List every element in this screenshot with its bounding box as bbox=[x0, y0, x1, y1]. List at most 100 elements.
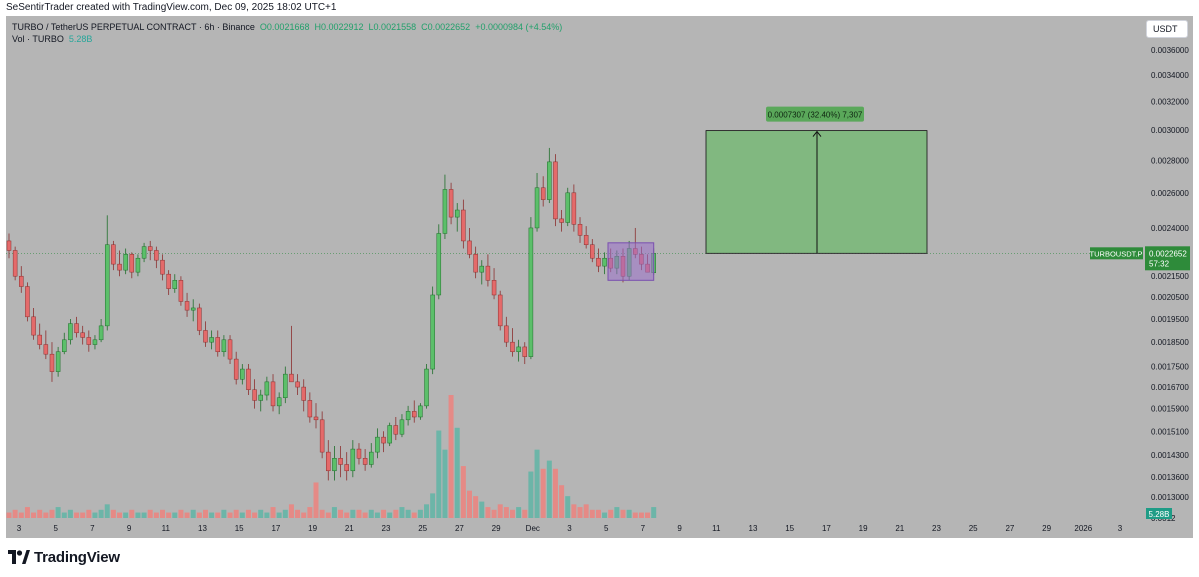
candle-body bbox=[86, 337, 92, 345]
volume-bar bbox=[583, 504, 589, 518]
legend-volume-value: 5.28B bbox=[68, 34, 93, 44]
tradingview-logo[interactable]: TradingView bbox=[8, 548, 120, 566]
time-tick-label: Dec bbox=[526, 524, 540, 533]
volume-bar bbox=[614, 507, 620, 518]
candle-body bbox=[596, 257, 601, 267]
price-tick-label: 0.0019500 bbox=[1151, 315, 1189, 324]
time-tick-label: 13 bbox=[198, 524, 207, 533]
legend-symbol[interactable]: TURBO / TetherUS PERPETUAL CONTRACT · 6h… bbox=[12, 22, 255, 32]
time-tick-label: 17 bbox=[822, 524, 831, 533]
volume-bar bbox=[129, 509, 135, 518]
candle-body bbox=[295, 381, 300, 388]
price-tick-label: 0.0015900 bbox=[1151, 405, 1189, 414]
candle-body bbox=[430, 294, 435, 370]
candle-body bbox=[559, 218, 564, 223]
legend-volume-label[interactable]: Vol · TURBO bbox=[12, 34, 64, 44]
tradingview-logo-text: TradingView bbox=[34, 548, 120, 566]
volume-bar bbox=[608, 509, 614, 518]
projection-arrow-head bbox=[812, 130, 822, 137]
volume-bar bbox=[196, 512, 202, 518]
candle-body bbox=[37, 334, 42, 345]
candle-body bbox=[80, 332, 85, 338]
candle-body bbox=[6, 240, 12, 251]
candle-body bbox=[448, 189, 454, 218]
candle-body bbox=[209, 337, 214, 343]
volume-bar bbox=[123, 512, 129, 518]
volume-bar bbox=[454, 427, 460, 518]
volume-bar bbox=[503, 507, 509, 518]
volume-bar bbox=[276, 512, 282, 518]
candle-body bbox=[553, 161, 558, 220]
candle-body bbox=[313, 416, 319, 421]
price-tick-label: 0.0020500 bbox=[1151, 293, 1189, 302]
candle-body bbox=[590, 244, 595, 259]
price-scale[interactable] bbox=[1139, 16, 1193, 538]
candle-body bbox=[522, 346, 528, 357]
volume-bar bbox=[344, 512, 350, 518]
volume-bar bbox=[301, 512, 307, 518]
current-price-tag bbox=[1145, 246, 1190, 271]
candle-body bbox=[111, 244, 116, 265]
time-tick-label: 5 bbox=[53, 524, 58, 533]
candle-body bbox=[504, 325, 509, 343]
symbol-price-tag bbox=[1090, 247, 1143, 260]
current-price-text: 0.0022652 bbox=[1149, 249, 1187, 258]
legend-close: C0.0022652 bbox=[421, 22, 471, 32]
time-tick-label: 9 bbox=[677, 524, 682, 533]
volume-bar bbox=[497, 504, 503, 518]
price-tick-label: 0.0015100 bbox=[1151, 427, 1189, 436]
currency-button[interactable]: USDT bbox=[1146, 20, 1188, 38]
chart-pane[interactable] bbox=[6, 16, 1139, 538]
legend-high: H0.0022912 bbox=[314, 22, 364, 32]
candle-body bbox=[602, 257, 607, 267]
candle-body bbox=[393, 425, 399, 435]
volume-bar bbox=[104, 504, 110, 518]
volume-bar bbox=[516, 507, 522, 518]
candle-body bbox=[141, 246, 147, 259]
volume-bar bbox=[632, 512, 638, 518]
volume-bar bbox=[528, 471, 534, 518]
volume-bar bbox=[239, 512, 245, 518]
time-tick-label: 9 bbox=[127, 524, 132, 533]
candle-body bbox=[473, 254, 478, 273]
volume-bar bbox=[147, 509, 153, 518]
candle-body bbox=[270, 381, 276, 407]
candle-body bbox=[454, 209, 460, 218]
tradingview-logo-icon bbox=[8, 550, 30, 564]
legend-open: O0.0021668 bbox=[259, 22, 310, 32]
volume-bar bbox=[215, 512, 221, 518]
candle-body bbox=[547, 161, 552, 200]
volume-bar bbox=[6, 512, 12, 518]
consolidation-box[interactable] bbox=[607, 242, 655, 281]
candle-body bbox=[319, 419, 325, 453]
candle-body bbox=[479, 265, 485, 273]
candle-body bbox=[301, 386, 306, 401]
candle-body bbox=[240, 368, 245, 380]
time-tick-label: 25 bbox=[969, 524, 978, 533]
candle-body bbox=[172, 280, 178, 289]
volume-bar bbox=[571, 504, 577, 518]
candle-body bbox=[356, 448, 362, 459]
volume-bar bbox=[98, 509, 104, 518]
price-tick-label: 0.0021500 bbox=[1151, 272, 1189, 281]
candle-body bbox=[577, 224, 583, 236]
volume-bar bbox=[374, 512, 380, 518]
volume-bar bbox=[258, 509, 264, 518]
time-tick-label: 13 bbox=[749, 524, 758, 533]
volume-bar bbox=[491, 509, 497, 518]
volume-bar bbox=[356, 509, 362, 518]
volume-bar bbox=[565, 496, 571, 518]
candle-body bbox=[233, 358, 239, 380]
candle-body bbox=[516, 346, 521, 353]
time-tick-label: 15 bbox=[235, 524, 244, 533]
volume-bar bbox=[362, 512, 368, 518]
candle-body bbox=[283, 373, 288, 398]
volume-bar bbox=[436, 430, 442, 518]
volume-bar bbox=[522, 509, 528, 518]
volume-bar bbox=[264, 512, 270, 518]
volume-bar bbox=[331, 507, 337, 518]
volume-badge bbox=[1146, 508, 1172, 519]
volume-bar bbox=[184, 512, 190, 518]
volume-bar bbox=[638, 512, 644, 518]
candle-body bbox=[497, 294, 503, 327]
